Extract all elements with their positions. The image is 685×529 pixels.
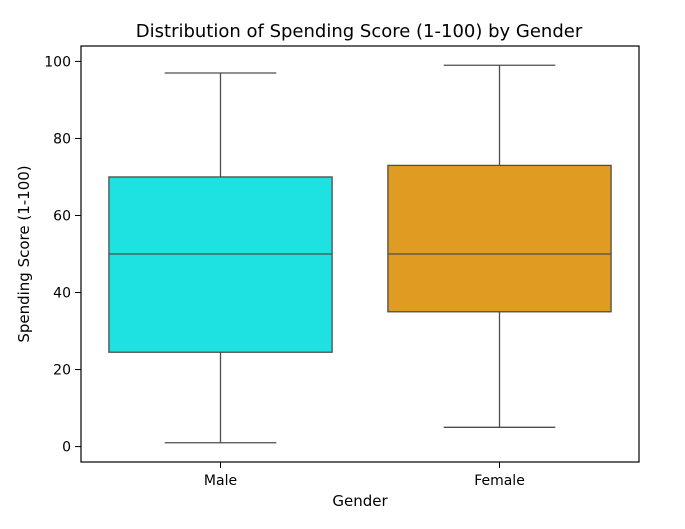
y-tick-label: 40 [53, 286, 71, 302]
y-tick-label: 80 [53, 131, 71, 147]
y-axis-ticks: 0 20 40 60 80 100 [44, 54, 81, 456]
box-iqr [108, 176, 333, 353]
y-tick-label: 100 [44, 54, 71, 70]
x-tick-label: Male [204, 473, 237, 489]
plot-frame [80, 45, 640, 463]
chart-title: Distribution of Spending Score (1-100) b… [136, 21, 583, 42]
box-female [387, 64, 612, 428]
x-axis-label: Gender [332, 492, 388, 510]
plot-marks [108, 64, 612, 444]
box-iqr [387, 164, 612, 313]
y-tick-label: 60 [53, 208, 71, 224]
y-tick-label: 0 [62, 440, 71, 456]
x-axis-ticks: Male Female [204, 462, 525, 489]
x-tick-label: Female [474, 473, 525, 489]
y-tick-label: 20 [53, 363, 71, 379]
y-axis-label: Spending Score (1-100) [15, 165, 33, 342]
box-male [108, 72, 333, 444]
